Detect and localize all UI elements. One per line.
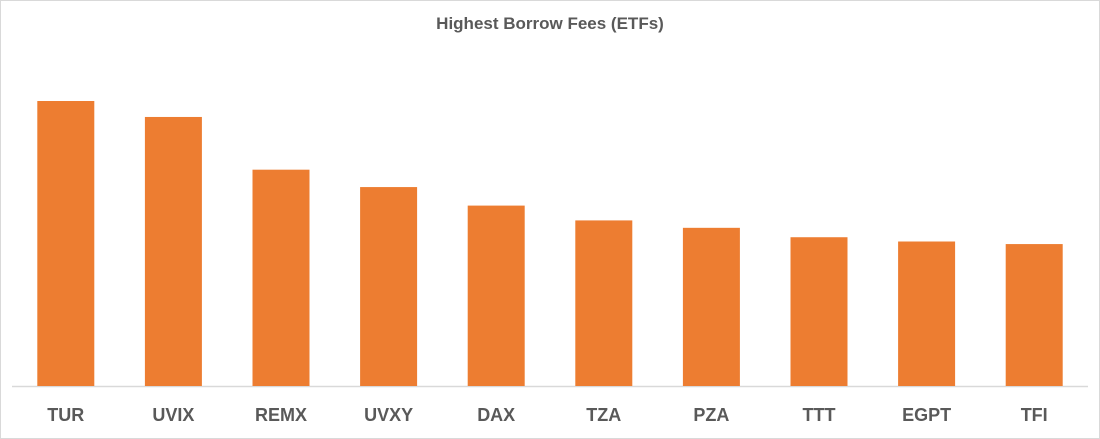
x-tick-label: PZA <box>693 405 729 425</box>
x-tick-label: TZA <box>586 405 621 425</box>
x-tick-label: TFI <box>1021 405 1048 425</box>
bar-ttt <box>790 237 848 386</box>
x-tick-label: EGPT <box>902 405 951 425</box>
chart-title: Highest Borrow Fees (ETFs) <box>436 14 664 33</box>
bar-uvxy <box>360 187 418 386</box>
bar-pza <box>682 227 740 386</box>
x-tick-label: DAX <box>477 405 515 425</box>
x-tick-label: UVIX <box>152 405 194 425</box>
x-tick-label: REMX <box>255 405 307 425</box>
x-tick-label: TTT <box>803 405 836 425</box>
bar-tza <box>575 220 633 386</box>
x-tick-label: UVXY <box>364 405 413 425</box>
bar-dax <box>467 205 525 386</box>
bar-tur <box>37 101 95 386</box>
bar-uvix <box>144 116 202 387</box>
x-tick-label: TUR <box>47 405 84 425</box>
bar-egpt <box>898 241 956 386</box>
bar-tfi <box>1005 244 1063 386</box>
bar-remx <box>252 169 310 386</box>
